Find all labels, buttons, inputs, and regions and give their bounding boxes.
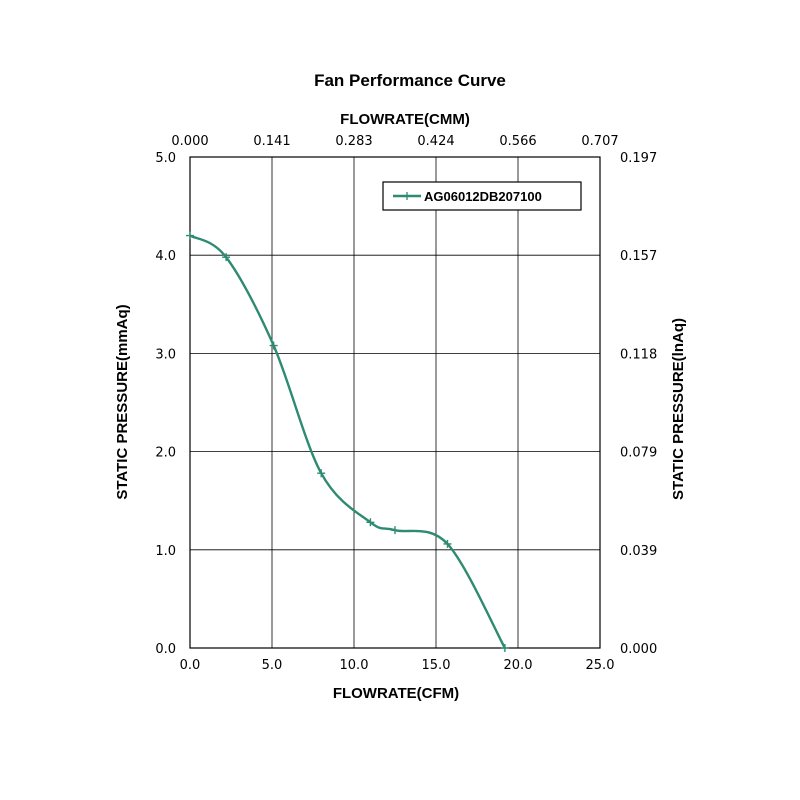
x-tick-label: 25.0: [586, 658, 615, 673]
plot-frame: [189, 156, 601, 649]
x2-tick-label: 0.283: [335, 134, 372, 149]
legend-swatch-marker: [403, 192, 411, 200]
y2-tick-label: 0.157: [620, 249, 657, 264]
data-point-marker: [366, 518, 375, 527]
x2-tick-label: 0.566: [499, 134, 536, 149]
data-point-marker: [269, 341, 278, 350]
grid-lines: [190, 157, 600, 648]
data-point-marker: [391, 526, 399, 535]
x2-tick-label: 0.141: [253, 134, 290, 149]
y-tick-label: 4.0: [155, 249, 176, 264]
y2-tick-label: 0.197: [620, 151, 657, 166]
y2-tick-label: 0.000: [620, 642, 657, 657]
chart-title: Fan Performance Curve: [314, 71, 506, 90]
tick-labels: 0.0 0.000 5.0 0.141 10.0 0.283 15.0 0.424 20.0 0.…: [155, 134, 657, 673]
y-tick-label: 3.0: [155, 347, 176, 362]
x2-tick-label: 0.000: [171, 134, 208, 149]
x-tick-label: 20.0: [504, 658, 533, 673]
bottom-x-axis-title: FLOWRATE(CFM): [333, 685, 459, 702]
legend-label: AG06012DB207100: [424, 189, 542, 204]
right-y-axis-title: STATIC PRESSURE(lnAq): [670, 318, 687, 500]
x-tick-label: 10.0: [340, 658, 369, 673]
legend: AG06012DB207100: [382, 181, 582, 211]
y-tick-label: 0.0: [155, 642, 176, 657]
series-layer: [186, 231, 509, 652]
left-y-axis-title: STATIC PRESSURE(mmAq): [114, 304, 131, 499]
y2-tick-label: 0.118: [620, 347, 657, 362]
x2-tick-label: 0.424: [417, 134, 454, 149]
y-tick-label: 5.0: [155, 151, 176, 166]
top-x-axis-title: FLOWRATE(CMM): [340, 111, 470, 128]
y-tick-label: 1.0: [155, 544, 176, 559]
data-point-marker: [222, 253, 231, 262]
y-tick-label: 2.0: [155, 446, 176, 461]
x-tick-label: 0.0: [180, 658, 201, 673]
data-point-marker: [500, 644, 509, 652]
y2-tick-label: 0.039: [620, 544, 657, 559]
data-point-marker: [443, 539, 452, 548]
x2-tick-label: 0.707: [581, 134, 618, 149]
data-point-marker: [317, 469, 326, 478]
x-tick-label: 5.0: [262, 658, 283, 673]
data-point-marker: [186, 231, 194, 240]
x-tick-label: 15.0: [422, 658, 451, 673]
y2-tick-label: 0.079: [620, 446, 657, 461]
